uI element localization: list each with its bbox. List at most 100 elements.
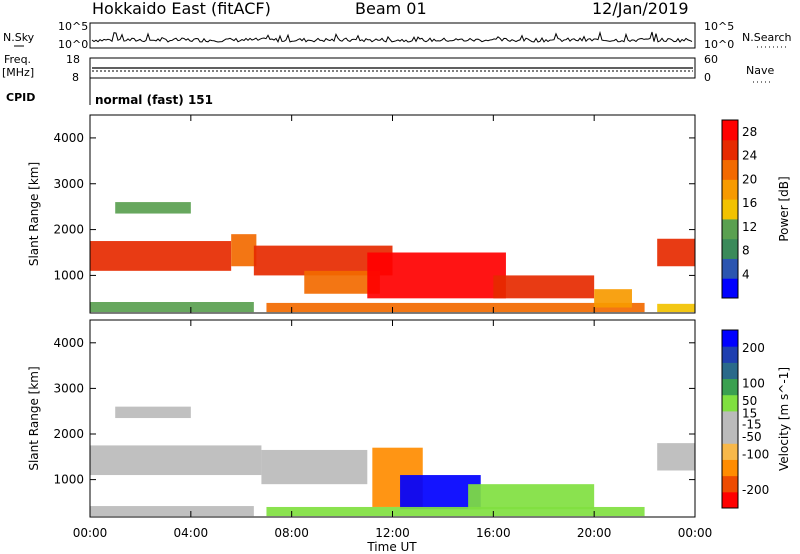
x-tick-label-3: 12:00 (375, 526, 410, 540)
x-tick-label-6: 00:00 (678, 526, 713, 540)
nsearch-tick-top: 10^5 (704, 20, 734, 33)
colorbar-seg-velocity-5 (722, 410, 738, 428)
y-tick-label-velocity-0: 1000 (53, 473, 84, 487)
x-tick-label-2: 08:00 (274, 526, 309, 540)
nsearch-label: N.Search (742, 31, 792, 44)
colorbar-seg-power-5 (722, 179, 738, 200)
nave-tick-top: 60 (704, 53, 718, 66)
nsky-tick-bottom: 10^0 (58, 38, 88, 51)
nsky-tick-top: 10^5 (58, 20, 88, 33)
freq-tick-bottom: 8 (72, 71, 79, 84)
colorbar-tick-velocity-3: 15 (742, 407, 757, 421)
x-tick-label-5: 20:00 (577, 526, 612, 540)
data-region-velocity-8 (115, 406, 191, 419)
freq-panel (89, 57, 696, 79)
colorbar-tick-velocity-0: 200 (742, 341, 765, 355)
colorbar-title-power: Power [dB] (777, 176, 791, 241)
y-tick-label-velocity-1: 2000 (53, 427, 84, 441)
data-region-power-11 (115, 202, 191, 214)
colorbar-tick-velocity-6: -100 (742, 448, 769, 462)
colorbar-tick-velocity-5: -50 (742, 430, 762, 444)
data-region-velocity-2 (90, 506, 254, 517)
colorbar-tick-velocity-2: 50 (742, 394, 757, 408)
x-axis-title: Time UT (366, 540, 417, 554)
colorbar-tick-velocity-7: -200 (742, 483, 769, 497)
colorbar-tick-power-4: 20 (742, 172, 757, 186)
colorbar-seg-velocity-7 (722, 378, 738, 396)
freq-unit: [MHz] (2, 66, 34, 79)
y-tick-label-power-3: 4000 (53, 131, 84, 145)
data-region-power-2 (90, 302, 254, 313)
data-region-velocity-6 (266, 506, 645, 517)
data-region-power-10 (657, 303, 695, 313)
y-tick-label-velocity-2: 3000 (53, 381, 84, 395)
y-tick-label-power-2: 3000 (53, 177, 84, 191)
power-y-title: Slant Range [km] (27, 162, 41, 266)
colorbar-seg-power-3 (722, 218, 738, 240)
nave-tick-bottom: 0 (704, 71, 711, 84)
freq-tick-top: 18 (66, 53, 80, 66)
x-tick-label-0: 00:00 (73, 526, 108, 540)
date-label: 12/Jan/2019 (592, 0, 689, 18)
nsky-panel (89, 22, 696, 49)
colorbar-tick-power-6: 28 (742, 125, 757, 139)
colorbar-tick-velocity-4: -15 (742, 417, 762, 431)
data-region-velocity-1 (261, 449, 368, 485)
colorbar-seg-velocity-4 (722, 427, 738, 444)
colorbar-seg-velocity-0 (722, 491, 738, 509)
colorbar-seg-velocity-8 (722, 362, 738, 380)
cpid-label: CPID (6, 91, 35, 104)
colorbar-tick-velocity-1: 100 (742, 376, 765, 390)
data-region-power-0 (90, 241, 232, 271)
colorbar-title-velocity: Velocity [m s^-1] (777, 367, 791, 471)
nsky-label: N.Sky (3, 31, 35, 44)
colorbar-frame-velocity (721, 329, 739, 509)
colorbar-seg-velocity-9 (722, 346, 738, 363)
velocity-panel: 1000 2000 3000 4000 00:00 04:00 08:00 12:00 16:0… (27, 319, 791, 540)
freq-label: Freq. (4, 53, 31, 66)
colorbar-seg-power-7 (722, 139, 738, 161)
colorbar-tick-power-1: 8 (742, 244, 750, 258)
colorbar-seg-velocity-2 (722, 459, 738, 477)
y-tick-label-power-1: 2000 (53, 223, 84, 237)
x-tick-label-1: 04:00 (174, 526, 209, 540)
data-region-power-6 (493, 275, 595, 299)
colorbar-seg-velocity-6 (722, 394, 738, 412)
data-region-power-7 (266, 302, 645, 313)
colorbar-frame-power (721, 119, 739, 299)
data-region-power-5 (367, 252, 506, 299)
data-region-power-1 (231, 234, 257, 267)
data-region-velocity-0 (90, 445, 262, 476)
nave-label: Nave (746, 64, 774, 77)
colorbar-tick-power-5: 24 (742, 149, 757, 163)
colorbar-seg-power-6 (722, 159, 738, 180)
y-tick-label-velocity-3: 4000 (53, 336, 84, 350)
colorbar-seg-power-4 (722, 199, 738, 220)
nsky-trace (91, 30, 693, 43)
velocity-y-title: Slant Range [km] (27, 366, 41, 470)
data-region-power-9 (657, 238, 695, 267)
data-region-power-4 (304, 270, 380, 294)
colorbar-tick-power-2: 12 (742, 220, 757, 234)
cpid-value: normal (fast) 151 (95, 93, 213, 107)
colorbar-seg-velocity-1 (722, 475, 738, 493)
data-region-power-8 (594, 289, 632, 308)
colorbar-seg-power-0 (722, 278, 738, 299)
power-panel: 1000 2000 3000 4000 Slant Range [km] 4 8 12 16 20… (27, 114, 791, 314)
station-title: Hokkaido East (fitACF) (92, 0, 271, 18)
data-region-velocity-5 (468, 484, 595, 510)
colorbar-seg-power-1 (722, 258, 738, 279)
colorbar-tick-power-3: 16 (742, 196, 757, 210)
beam-label: Beam 01 (355, 0, 427, 18)
colorbar-seg-power-2 (722, 238, 738, 259)
y-tick-label-power-0: 1000 (53, 268, 84, 282)
data-region-velocity-7 (657, 443, 695, 471)
colorbar-seg-velocity-3 (722, 443, 738, 460)
colorbar-seg-velocity-10 (722, 330, 738, 347)
data-region-velocity-4 (400, 475, 481, 510)
nsearch-tick-bottom: 10^0 (704, 38, 734, 51)
colorbar-seg-power-8 (722, 120, 738, 141)
x-tick-label-4: 16:00 (476, 526, 511, 540)
colorbar-tick-power-0: 4 (742, 267, 750, 281)
